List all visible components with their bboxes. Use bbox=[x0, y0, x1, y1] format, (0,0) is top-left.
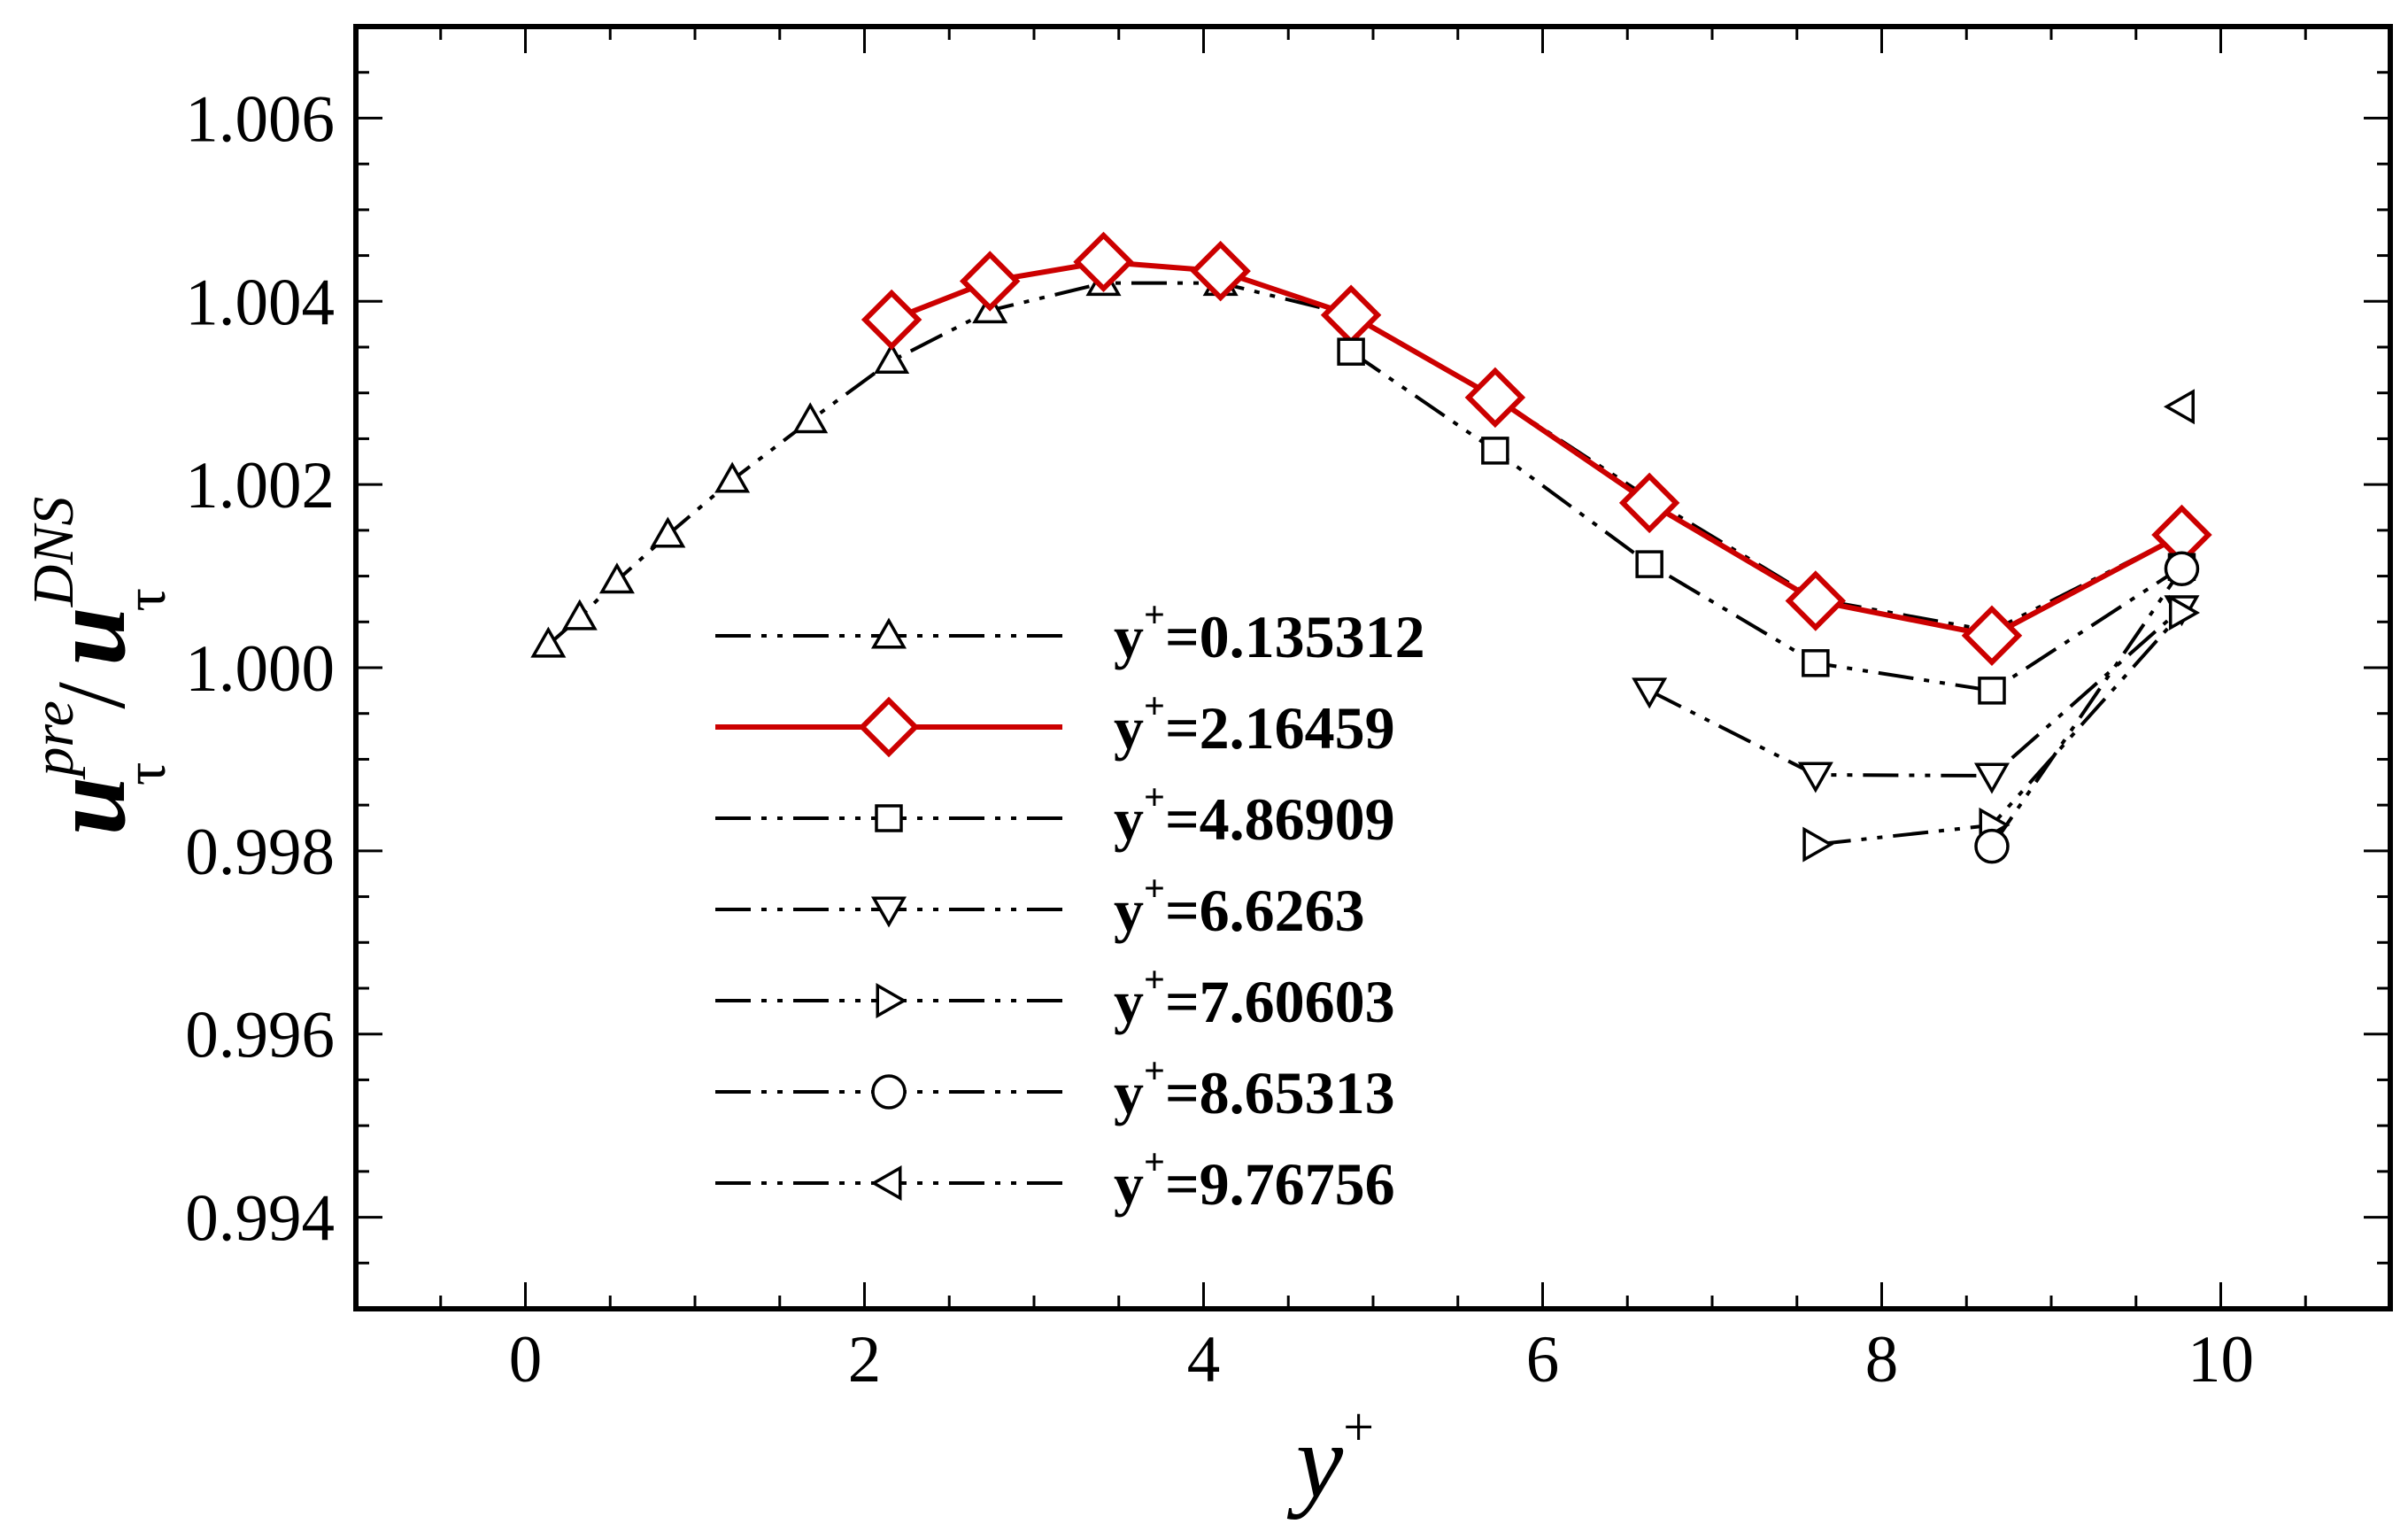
legend-entry: y+=0.135312 bbox=[715, 595, 1425, 670]
legend-marker bbox=[870, 617, 907, 649]
y-axis-title: upre τ/uDNS τ bbox=[21, 497, 178, 836]
y-axis-num-sub: τ bbox=[113, 762, 178, 786]
legend-marker bbox=[870, 896, 907, 928]
legend-label: y+=9.76756 bbox=[1114, 1142, 1395, 1218]
y-tick-label: 0.994 bbox=[185, 1182, 335, 1256]
series-2 bbox=[861, 231, 2212, 667]
series-7 bbox=[2163, 389, 2195, 425]
data-point bbox=[1974, 828, 2010, 864]
data-point bbox=[598, 562, 635, 594]
axes-layer: 0 2 4 6 8 10 0.994 0.996 0.998 1.000 1.002 1.004 1.0… bbox=[185, 27, 2390, 1396]
data-point bbox=[1635, 550, 1663, 578]
x-tick-label: 8 bbox=[1865, 1323, 1899, 1396]
legend-entry: y+=8.65313 bbox=[715, 1051, 1395, 1126]
legend-label: y+=2.16459 bbox=[1114, 686, 1395, 762]
legend-label: y+=6.6263 bbox=[1114, 869, 1365, 944]
data-point bbox=[1464, 367, 1526, 429]
legend-marker bbox=[876, 982, 907, 1019]
series-6 bbox=[1974, 551, 2200, 864]
legend-entry: y+=9.76756 bbox=[715, 1142, 1395, 1218]
data-point bbox=[1978, 677, 2006, 705]
legend-entry: y+=7.60603 bbox=[715, 960, 1395, 1035]
y-tick-label: 0.996 bbox=[185, 999, 335, 1072]
data-point bbox=[2164, 551, 2200, 587]
series-line bbox=[891, 259, 2183, 638]
data-point bbox=[1973, 762, 2010, 794]
y-tick-label: 1.000 bbox=[185, 632, 335, 706]
data-point bbox=[1337, 337, 1365, 366]
x-axis-title: y+ bbox=[1286, 1397, 1374, 1520]
y-tick-label: 1.004 bbox=[185, 266, 335, 339]
legend: y+=0.135312 y+=2.16459 y+=4.86909 y+=6.6263… bbox=[715, 595, 1425, 1218]
y-axis-separator: / bbox=[37, 682, 145, 709]
x-axis-title-sup: + bbox=[1343, 1397, 1374, 1458]
y-axis-den-base: u bbox=[29, 607, 147, 666]
data-point bbox=[1785, 570, 1847, 631]
legend-entry: y+=2.16459 bbox=[715, 686, 1395, 762]
x-tick-label: 4 bbox=[1187, 1323, 1221, 1396]
data-point bbox=[2168, 594, 2200, 630]
x-tick-label: 6 bbox=[1526, 1323, 1560, 1396]
data-point bbox=[861, 289, 922, 351]
data-point bbox=[1632, 677, 1668, 709]
data-point bbox=[959, 251, 1021, 312]
x-tick-label: 0 bbox=[509, 1323, 543, 1396]
legend-entry: y+=4.86909 bbox=[715, 777, 1395, 853]
y-axis-num-base: u bbox=[29, 777, 147, 836]
legend-marker bbox=[871, 1074, 907, 1110]
data-point bbox=[650, 516, 686, 548]
series-line bbox=[1990, 568, 2184, 847]
legend-label: y+=7.60603 bbox=[1114, 960, 1395, 1035]
data-point bbox=[1961, 605, 2023, 667]
data-point bbox=[1797, 762, 1833, 793]
series-layer bbox=[530, 231, 2212, 864]
data-point bbox=[1802, 826, 1834, 863]
y-axis-den-sub: τ bbox=[113, 588, 178, 612]
data-point bbox=[2163, 389, 2195, 425]
legend-marker bbox=[858, 696, 920, 758]
series-line bbox=[1648, 607, 2183, 778]
legend-entry: y+=6.6263 bbox=[715, 869, 1365, 944]
y-tick-label: 1.006 bbox=[185, 82, 335, 156]
data-point bbox=[530, 626, 567, 658]
legend-label: y+=0.135312 bbox=[1114, 595, 1425, 670]
legend-marker bbox=[870, 1164, 902, 1202]
data-point bbox=[792, 402, 829, 434]
data-point bbox=[1481, 437, 1509, 465]
data-point bbox=[1073, 231, 1134, 293]
legend-label: y+=4.86909 bbox=[1114, 777, 1395, 853]
data-point bbox=[1618, 472, 1680, 534]
data-point bbox=[874, 342, 910, 375]
legend-marker bbox=[875, 804, 903, 832]
series-line bbox=[547, 281, 2183, 646]
y-tick-label: 1.002 bbox=[185, 449, 335, 522]
data-point bbox=[1802, 649, 1830, 677]
y-tick-label: 0.998 bbox=[185, 816, 335, 889]
legend-label: y+=8.65313 bbox=[1114, 1051, 1395, 1126]
y-axis-den-sup: DNS bbox=[21, 497, 86, 608]
x-tick-label: 10 bbox=[2188, 1323, 2254, 1396]
data-point bbox=[714, 461, 751, 493]
x-tick-label: 2 bbox=[848, 1323, 882, 1396]
x-axis-title-base: y bbox=[1286, 1402, 1344, 1520]
data-point bbox=[1190, 240, 1251, 302]
y-axis-num-sup: pre bbox=[21, 700, 86, 780]
data-point bbox=[561, 599, 598, 630]
